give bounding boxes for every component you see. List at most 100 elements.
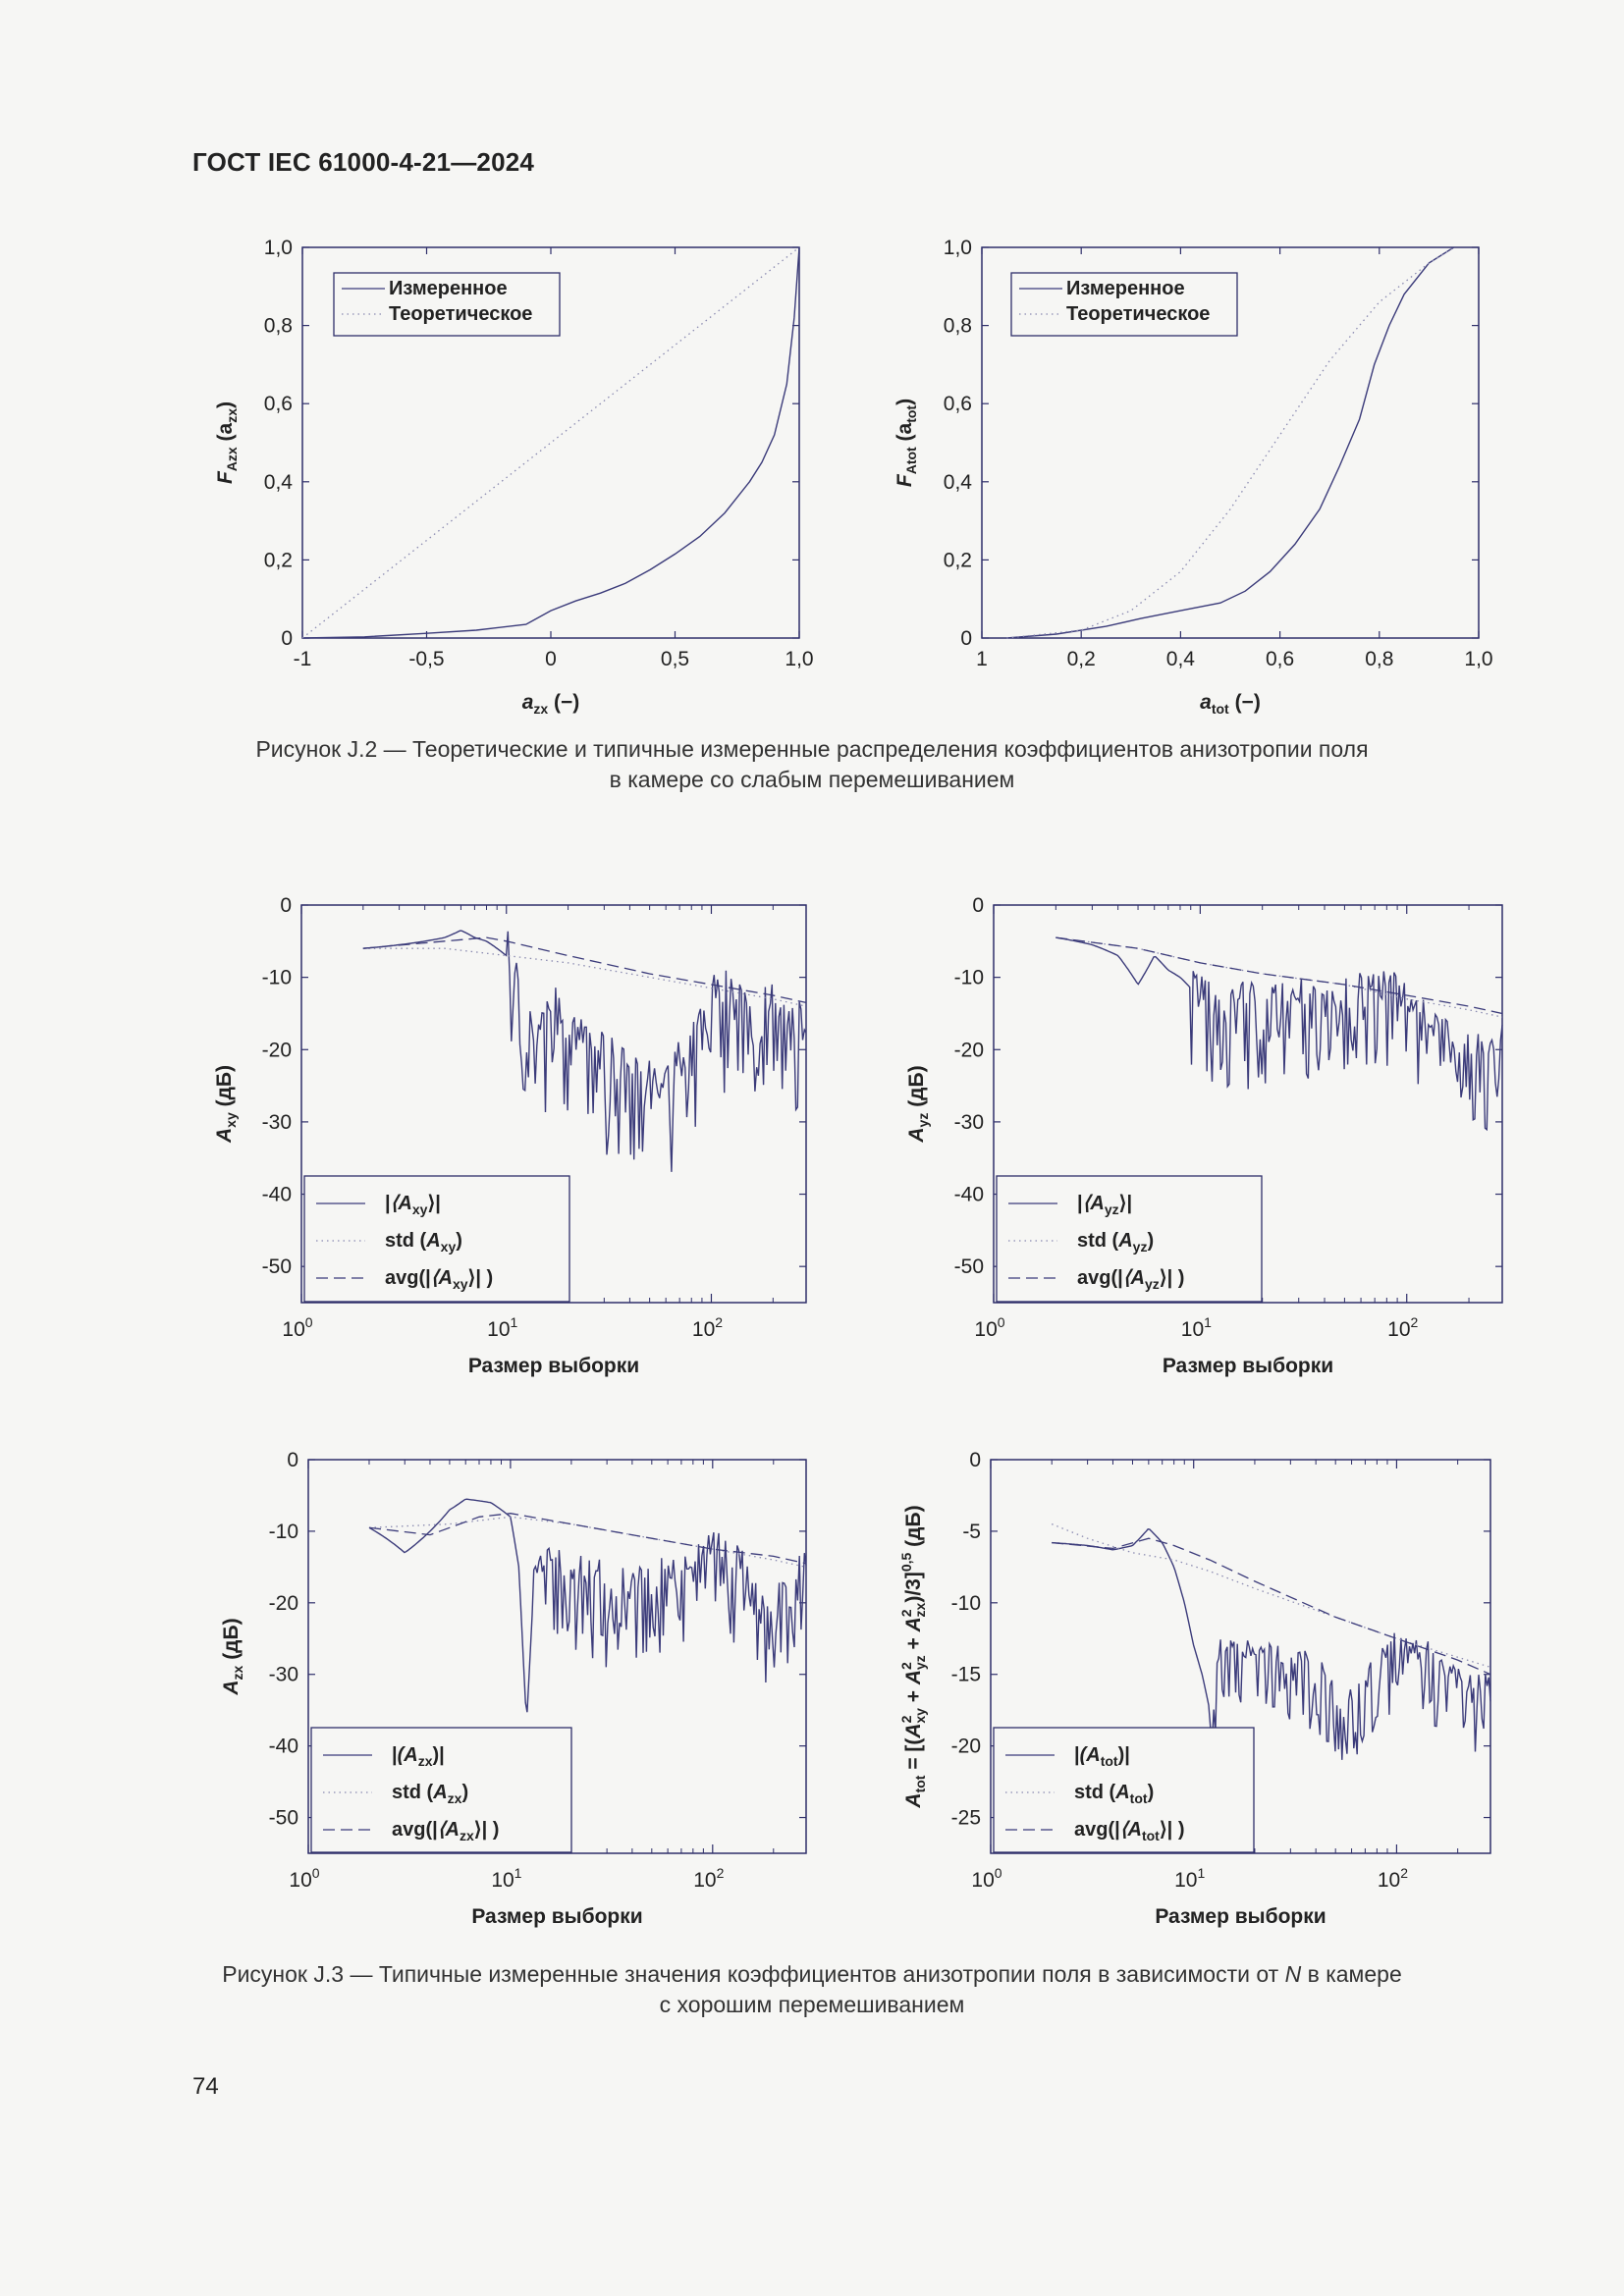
figure-j2-caption-line2: в камере со слабым перемешиванием [609,767,1015,792]
x-tick-label: 100 [289,1865,319,1892]
chart-fatot: 0 0,2 0,4 0,6 0,8 1,0 1 0,2 0,4 0,6 0,8 1,0 Измеренн… [893,237,1493,717]
legend-label: |⟨Ayz⟩| [1077,1193,1132,1217]
y-tick-label: 0 [281,627,293,650]
legend-label: avg(|⟨Azx⟩| ) [392,1819,499,1843]
y-tick-label: 0 [280,894,292,917]
x-tick-label: 0,5 [661,648,689,670]
x-tick-label: 0,4 [1166,648,1196,670]
x-tick-label: -1 [294,648,312,670]
legend-label: avg(|⟨Atot⟩| ) [1074,1819,1184,1843]
y-tick-label: -30 [269,1664,298,1686]
x-tick-label: 100 [974,1314,1004,1341]
x-axis-label: azx (−) [522,691,580,717]
y-axis-label: FAtot (atot) [893,399,919,487]
plot-frame [300,904,807,1304]
y-tick-label: -20 [262,1039,292,1061]
y-tick-label: 0,4 [264,471,294,494]
figure-j3-caption-line1: Рисунок J.3 — Типичные измеренные значен… [157,1959,1467,1990]
y-tick-label: -15 [951,1664,981,1686]
y-tick-label: 1,0 [264,237,293,259]
y-tick-label: -40 [954,1184,984,1206]
y-tick-label: 0,6 [264,393,293,415]
x-axis-label: Размер выборки [1163,1355,1333,1377]
y-tick-label: -10 [951,1592,981,1615]
legend-label: std (Atot) [1074,1782,1154,1806]
figure-j3-caption-italic: N [1284,1961,1302,1987]
y-tick-label: -30 [262,1111,292,1134]
x-tick-label: 0,2 [1067,648,1096,670]
series-line-2 [362,936,807,1004]
x-axis-label: Размер выборки [1155,1905,1326,1928]
x-axis-label: Размер выборки [471,1905,642,1928]
chart-axy: 0 -10 -20 -30 -40 -50 100 101 102 |⟨Axy⟩| std (Axy… [213,894,807,1377]
legend-box [303,1175,570,1303]
chart-atot: 0 -5 -10 -15 -20 -25 100 101 102 |(Atot)| std (Ato… [898,1449,1491,1928]
chart-azx: 0 -10 -20 -30 -40 -50 100 101 102 |(Azx)| std (Azx… [220,1449,807,1928]
y-tick-label: -50 [269,1807,298,1830]
series-line-1 [1056,936,1503,1018]
y-tick-label: 0,8 [264,315,293,338]
x-tick-label: 102 [693,1865,724,1892]
y-tick-label: -20 [269,1592,298,1615]
x-tick-label: 101 [1181,1314,1212,1341]
x-tick-label: 102 [1378,1865,1408,1892]
figure-j3-caption: Рисунок J.3 — Типичные измеренные значен… [157,1959,1467,2020]
x-tick-label: 100 [282,1314,312,1341]
legend-box [1010,272,1238,337]
legend-box [993,1727,1255,1853]
figure-j2-caption-line1: Рисунок J.2 — Теоретические и типичные и… [255,736,1369,762]
y-tick-label: 0 [960,627,972,650]
plot-frame [307,1459,807,1854]
y-axis-label: FAzx (azx) [214,401,240,484]
legend-label: std (Azx) [392,1782,468,1806]
y-tick-label: -10 [269,1521,298,1543]
x-tick-label: 101 [491,1865,521,1892]
legend: |(Atot)| std (Atot) avg(|⟨Atot⟩| ) [993,1727,1255,1853]
legend: |⟨Ayz⟩| std (Ayz) avg(|⟨Ayz⟩| ) [996,1175,1263,1303]
x-tick-label: 102 [1387,1314,1418,1341]
x-axis-label: Размер выборки [468,1355,639,1377]
plot-frame [990,1459,1491,1854]
series-line-1 [1006,246,1455,639]
x-tick-label: 102 [692,1314,723,1341]
figure-j2-caption: Рисунок J.2 — Теоретические и типичные и… [157,734,1467,795]
y-tick-label: 0,6 [944,393,972,415]
x-axis-label: atot (−) [1200,691,1261,717]
y-tick-label: -40 [262,1184,292,1206]
legend-label: Измеренное [389,278,508,299]
x-tick-label: -0,5 [408,648,444,670]
plot-frame [981,246,1480,639]
y-tick-label: -40 [269,1735,298,1758]
series-line-2 [1056,936,1503,1015]
figure-j3-caption-part1: Рисунок J.3 — Типичные измеренные значен… [222,1961,1285,1987]
legend-label: Теоретическое [1066,303,1210,325]
series-line-2 [1052,1537,1491,1676]
y-tick-label: 0,2 [264,549,293,571]
series-line-0 [301,246,800,639]
figure-j3-caption-part2: в камере [1301,1961,1402,1987]
x-tick-label: 101 [487,1314,517,1341]
legend-label: |(Atot)| [1074,1744,1130,1769]
y-axis-label: Azx (дБ) [220,1618,245,1695]
series-line-1 [362,947,807,1007]
legend-box [996,1175,1263,1303]
y-tick-label: -50 [262,1255,292,1278]
series-line-1 [301,246,800,639]
legend: |⟨Axy⟩| std (Axy) avg(|⟨Axy⟩| ) [303,1175,570,1303]
page-header: ГОСТ IEC 61000-4-21—2024 [192,147,535,177]
series-line-2 [368,1513,807,1565]
y-tick-label: -20 [954,1039,984,1061]
legend: |(Azx)| std (Azx) avg(|⟨Azx⟩| ) [310,1727,572,1853]
plot-frame [993,904,1503,1304]
y-tick-label: -5 [962,1521,981,1543]
y-tick-label: -10 [954,967,984,989]
x-tick-label: 1,0 [785,648,813,670]
y-tick-label: 0 [287,1449,298,1471]
y-tick-label: -25 [951,1807,981,1830]
page-number: 74 [192,2073,219,2100]
legend-label: |(Azx)| [392,1744,445,1769]
y-tick-label: -50 [954,1255,984,1278]
series-line-0 [368,1498,807,1713]
y-tick-label: -10 [262,967,292,989]
